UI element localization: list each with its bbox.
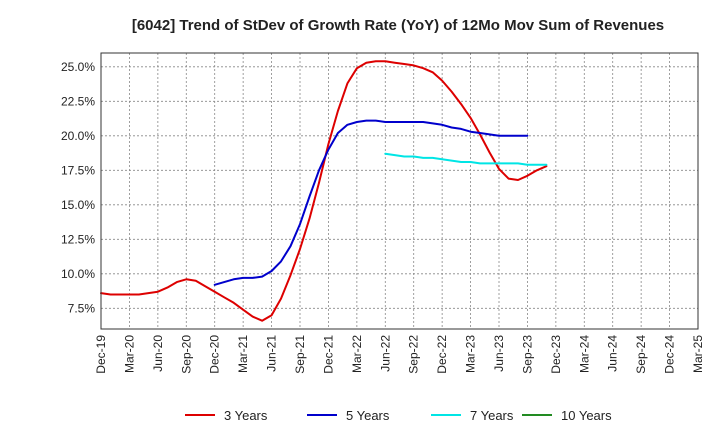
y-tick-label: 7.5% (68, 301, 96, 315)
legend-label: 5 Years (346, 408, 390, 423)
x-tick-label: Mar-23 (464, 335, 478, 373)
x-tick-label: Mar-25 (691, 335, 705, 373)
y-tick-label: 12.5% (61, 232, 95, 246)
x-tick-label: Dec-23 (549, 335, 563, 374)
x-tick-label: Jun-21 (265, 335, 279, 372)
series-line-5-years (213, 119, 529, 286)
y-axis-ticks: 7.5% 10.0% 12.5% 15.0% 17.5% 20.0% 22.5% 25.0% (61, 60, 95, 315)
grid (100, 53, 699, 329)
x-tick-label: Jun-20 (151, 335, 165, 372)
x-tick-label: Dec-22 (435, 335, 449, 374)
x-tick-label: Jun-24 (606, 335, 620, 372)
x-tick-label: Sep-24 (634, 335, 648, 374)
legend-label: 7 Years (470, 408, 514, 423)
x-tick-label: Mar-22 (350, 335, 364, 373)
x-tick-label: Dec-24 (663, 335, 677, 374)
y-tick-label: 10.0% (61, 267, 95, 281)
x-axis-ticks: Dec-19 Mar-20 Jun-20 Sep-20 Dec-20 Mar-21 Jun-… (94, 335, 705, 374)
x-tick-label: Sep-22 (407, 335, 421, 374)
x-tick-label: Mar-24 (577, 335, 591, 373)
x-tick-label: Mar-21 (236, 335, 250, 373)
x-tick-label: Jun-23 (492, 335, 506, 372)
x-tick-label: Mar-20 (122, 335, 136, 373)
y-tick-label: 20.0% (61, 129, 95, 143)
x-tick-label: Dec-20 (208, 335, 222, 374)
x-tick-label: Sep-21 (293, 335, 307, 374)
y-tick-label: 22.5% (61, 94, 95, 108)
series-line-3-years (100, 60, 548, 322)
y-tick-label: 25.0% (61, 60, 95, 74)
chart-title: [6042] Trend of StDev of Growth Rate (Yo… (132, 17, 664, 34)
y-tick-label: 15.0% (61, 198, 95, 212)
legend: 3 Years 5 Years 7 Years 10 Years (185, 408, 612, 423)
legend-label: 10 Years (561, 408, 612, 423)
x-tick-label: Dec-21 (321, 335, 335, 374)
x-tick-label: Dec-19 (94, 335, 108, 374)
series-line-7-years (384, 152, 548, 166)
x-tick-label: Sep-23 (520, 335, 534, 374)
plot-area (101, 53, 698, 329)
x-tick-label: Sep-20 (179, 335, 193, 374)
legend-label: 3 Years (224, 408, 268, 423)
y-tick-label: 17.5% (61, 163, 95, 177)
series-lines (100, 60, 548, 322)
plot-frame (100, 52, 699, 330)
x-tick-label: Jun-22 (378, 335, 392, 372)
